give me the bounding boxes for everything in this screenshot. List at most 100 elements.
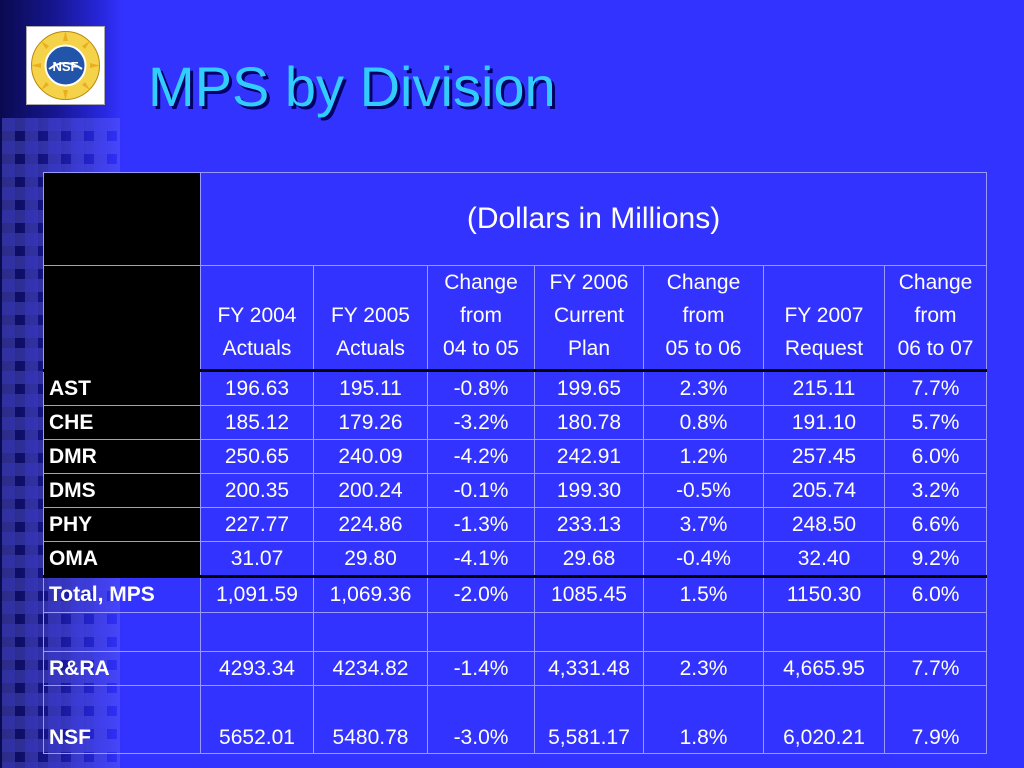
table-cell: 1.5% [643,575,764,613]
table-cell: -3.0% [427,685,535,754]
table-cell [427,612,535,652]
table-cell: 227.77 [200,507,314,542]
row-label: Total, MPS [43,575,201,613]
table-cell [43,612,201,652]
mps-division-table: (Dollars in Millions) FY 2004 Actuals FY … [43,172,988,754]
table-cell: -1.3% [427,507,535,542]
table-cell: 199.65 [534,369,644,406]
table-row: OMA 31.07 29.80 -4.1% 29.68 -0.4% 32.40 9.2% [43,541,988,577]
table-cell: 5.7% [883,405,988,440]
table-row: DMR 250.65 240.09 -4.2% 242.91 1.2% 257.45 6.0% [43,439,988,474]
table-cell: 6.0% [883,439,988,474]
table-cell: 3.7% [643,507,764,542]
column-header: FY 2006 Current Plan [534,265,644,371]
table-cell [883,612,988,652]
table-cell [534,612,644,652]
column-header: Change from 05 to 06 [643,265,764,371]
table-cell: 5480.78 [313,685,428,754]
table-cell: 5,581.17 [534,685,644,754]
table-cell: 233.13 [534,507,644,542]
table-cell: 1,091.59 [200,575,314,613]
table-row: DMS 200.35 200.24 -0.1% 199.30 -0.5% 205.74 3.2… [43,473,988,508]
table-cell: 6.0% [883,575,988,613]
row-label: DMR [43,439,201,474]
row-label: OMA [43,541,201,577]
table-cell: 215.11 [763,369,885,406]
table-cell: 31.07 [200,541,314,577]
table-cell [200,612,314,652]
table-cell: -0.4% [643,541,764,577]
table-cell: 3.2% [883,473,988,508]
table-cell: 4234.82 [313,651,428,686]
logo-text: NSF [53,59,79,74]
row-label: NSF [43,685,201,754]
table-cell: 6,020.21 [763,685,885,754]
table-cell: 7.7% [883,369,988,406]
nsf-seal-icon: NSF [31,31,100,100]
table-cell: 1.2% [643,439,764,474]
table-cell: -0.8% [427,369,535,406]
header-corner-cell [43,265,201,371]
table-cell: 4,331.48 [534,651,644,686]
table-cell [763,612,885,652]
table-row: CHE 185.12 179.26 -3.2% 180.78 0.8% 191.10 5.7% [43,405,988,440]
row-label: AST [43,369,201,406]
table-cell: 5652.01 [200,685,314,754]
table-cell: 29.80 [313,541,428,577]
blank-row [43,612,988,652]
table-cell: 199.30 [534,473,644,508]
table-cell: 224.86 [313,507,428,542]
table-cell: 4,665.95 [763,651,885,686]
table-caption: (Dollars in Millions) [199,172,988,266]
table-cell: 240.09 [313,439,428,474]
table-cell: 7.7% [883,651,988,686]
table-cell: 180.78 [534,405,644,440]
division-rows: AST 196.63 195.11 -0.8% 199.65 2.3% 215.11 7.7%… [43,369,988,577]
rra-row: R&RA 4293.34 4234.82 -1.4% 4,331.48 2.3%… [43,651,988,686]
table-cell: -0.1% [427,473,535,508]
row-label: R&RA [43,651,201,686]
slide-title: MPS by Division [148,55,556,118]
mps-table-container: (Dollars in Millions) FY 2004 Actuals FY … [43,172,988,754]
column-header: Change from 04 to 05 [427,265,535,371]
table-row: PHY 227.77 224.86 -1.3% 233.13 3.7% 248.50 6.6% [43,507,988,542]
table-cell: 9.2% [883,541,988,577]
nsf-row: NSF 5652.01 5480.78 -3.0% 5,581.17 1.8% … [43,685,988,754]
table-cell: 248.50 [763,507,885,542]
table-cell: 1150.30 [763,575,885,613]
caption-corner-cell [43,172,201,266]
table-cell: -3.2% [427,405,535,440]
table-cell: 6.6% [883,507,988,542]
table-cell: 2.3% [643,369,764,406]
table-cell: 242.91 [534,439,644,474]
table-row: AST 196.63 195.11 -0.8% 199.65 2.3% 215.11 7.7% [43,369,988,406]
table-cell: 185.12 [200,405,314,440]
row-label: CHE [43,405,201,440]
nsf-logo: NSF [26,26,105,105]
row-label: PHY [43,507,201,542]
table-cell: 205.74 [763,473,885,508]
table-cell: 1085.45 [534,575,644,613]
header-row: FY 2004 Actuals FY 2005 Actuals Change from… [43,265,988,371]
table-cell: -2.0% [427,575,535,613]
table-cell: 250.65 [200,439,314,474]
total-row: Total, MPS 1,091.59 1,069.36 -2.0% 1085.… [43,575,988,613]
table-cell: 0.8% [643,405,764,440]
table-cell: 200.35 [200,473,314,508]
column-header: Change from 06 to 07 [883,265,988,371]
table-cell: 200.24 [313,473,428,508]
table-cell: 195.11 [313,369,428,406]
table-cell: 4293.34 [200,651,314,686]
column-header: FY 2004 Actuals [200,265,314,371]
table-cell: 257.45 [763,439,885,474]
table-cell: 1.8% [643,685,764,754]
table-cell: -4.1% [427,541,535,577]
table-cell: 2.3% [643,651,764,686]
table-cell: 1,069.36 [313,575,428,613]
column-header: FY 2005 Actuals [313,265,428,371]
table-cell: 196.63 [200,369,314,406]
table-cell: 7.9% [883,685,988,754]
table-cell: 191.10 [763,405,885,440]
table-cell: 179.26 [313,405,428,440]
row-label: DMS [43,473,201,508]
